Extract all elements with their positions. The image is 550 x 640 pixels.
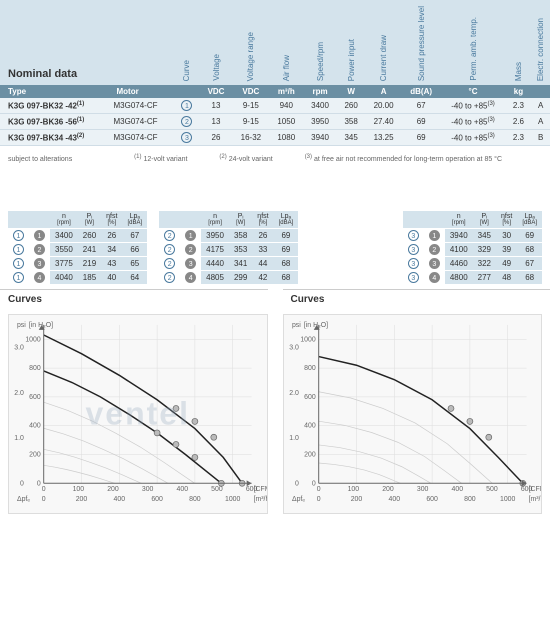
nominal-data-table: Nominal data Curve Voltage Voltage range… <box>0 0 550 146</box>
svg-text:200: 200 <box>382 487 394 494</box>
perf-row: 2344403414468 <box>159 257 298 271</box>
svg-text:psi: psi <box>17 322 26 329</box>
perf-table-3: n[rpm]Pᵢ[W]ηfst[%]Lpₐ[dBA]31394034530693… <box>403 211 542 284</box>
curves-title-1: Curves <box>0 289 268 309</box>
col-sound: Sound pressure level <box>402 0 441 85</box>
curves-title-2: Curves <box>283 289 550 309</box>
svg-text:200: 200 <box>76 496 88 503</box>
svg-text:0: 0 <box>295 481 299 488</box>
svg-text:2.0: 2.0 <box>289 390 299 397</box>
svg-text:200: 200 <box>304 452 316 459</box>
table-row: K3G 097-BK36 -56(1) M3G074-CF 2 139-1510… <box>0 114 550 130</box>
curves-header-row: Curves Curves <box>0 289 550 309</box>
svg-text:Δpfₑ: Δpfₑ <box>291 496 304 503</box>
svg-text:3.0: 3.0 <box>289 345 299 352</box>
perf-row: 1440401854064 <box>8 271 147 285</box>
svg-text:100: 100 <box>73 487 85 494</box>
nominal-header: Nominal data <box>0 0 174 85</box>
perf-table-1: n[rpm]Pᵢ[W]ηfst[%]Lpₐ[dBA]11340026026671… <box>8 211 147 284</box>
footnotes: subject to alterations (1)12-volt varian… <box>0 151 550 166</box>
perf-row: 2241753533369 <box>159 243 298 257</box>
svg-text:[CFM]: [CFM] <box>254 487 267 494</box>
svg-text:800: 800 <box>189 496 201 503</box>
svg-text:600: 600 <box>151 496 163 503</box>
svg-text:400: 400 <box>114 496 126 503</box>
col-power: Power input <box>337 0 365 85</box>
col-conn: Electr. connection <box>531 0 550 85</box>
col-speed: Speed/rpm <box>303 0 337 85</box>
svg-text:800: 800 <box>464 496 476 503</box>
svg-text:100: 100 <box>347 487 359 494</box>
svg-text:600: 600 <box>304 394 316 401</box>
svg-text:[m³/h]: [m³/h] <box>528 496 541 503</box>
perf-row: 3139403453069 <box>403 229 542 243</box>
unit-row: Type Motor VDC VDC m³/h rpm W A dB(A) °C… <box>0 85 550 98</box>
svg-text:600: 600 <box>29 394 41 401</box>
perf-row: 3344603224967 <box>403 257 542 271</box>
svg-text:0: 0 <box>20 481 24 488</box>
col-mass: Mass <box>506 0 532 85</box>
svg-text:500: 500 <box>486 487 498 494</box>
svg-text:600: 600 <box>426 496 438 503</box>
motor-header: Motor <box>109 85 175 98</box>
svg-text:1000: 1000 <box>300 337 316 344</box>
svg-text:400: 400 <box>177 487 189 494</box>
perf-row: 3241003293968 <box>403 243 542 257</box>
footnote-subject: subject to alterations <box>8 156 72 163</box>
svg-text:[m³/h]: [m³/h] <box>254 496 267 503</box>
svg-text:500: 500 <box>211 487 223 494</box>
perf-table-2: n[rpm]Pᵢ[W]ηfst[%]Lpₐ[dBA]21395035826692… <box>159 211 298 284</box>
perf-row: 1235502413466 <box>8 243 147 257</box>
table-row: K3G 097-BK32 -42(1) M3G074-CF 1 139-1594… <box>0 98 550 114</box>
perf-row: 2448052994268 <box>159 271 298 285</box>
svg-text:200: 200 <box>29 452 41 459</box>
svg-text:1000: 1000 <box>499 496 515 503</box>
perf-row: 1134002602667 <box>8 229 147 243</box>
col-temp: Perm. amb. temp. <box>440 0 505 85</box>
svg-text:2.0: 2.0 <box>14 390 24 397</box>
svg-text:0: 0 <box>42 496 46 503</box>
perf-row: 1337752194365 <box>8 257 147 271</box>
svg-text:300: 300 <box>416 487 428 494</box>
svg-text:1.0: 1.0 <box>14 435 24 442</box>
svg-text:200: 200 <box>350 496 362 503</box>
svg-text:0: 0 <box>42 487 46 494</box>
svg-text:psi: psi <box>291 322 300 329</box>
table-row: K3G 097-BK34 -43(2) M3G074-CF 3 2616-321… <box>0 130 550 146</box>
svg-text:[CFM]: [CFM] <box>528 487 541 494</box>
perf-row: 3448002774868 <box>403 271 542 285</box>
svg-text:400: 400 <box>388 496 400 503</box>
svg-text:0: 0 <box>316 496 320 503</box>
svg-text:800: 800 <box>29 365 41 372</box>
svg-text:0: 0 <box>37 481 41 488</box>
svg-text:400: 400 <box>29 423 41 430</box>
svg-text:300: 300 <box>142 487 154 494</box>
svg-text:Δpfₑ: Δpfₑ <box>17 496 30 503</box>
col-current: Current draw <box>365 0 402 85</box>
chart-1: 0200400600800100001.02.03.00200400600800… <box>8 314 268 514</box>
col-airflow: Air flow <box>269 0 303 85</box>
svg-text:1000: 1000 <box>25 337 41 344</box>
svg-text:0: 0 <box>311 481 315 488</box>
svg-text:1000: 1000 <box>225 496 241 503</box>
svg-text:0: 0 <box>316 487 320 494</box>
svg-text:800: 800 <box>304 365 316 372</box>
svg-text:400: 400 <box>304 423 316 430</box>
charts-row: 0200400600800100001.02.03.00200400600800… <box>0 309 550 519</box>
col-curve: Curve <box>174 0 200 85</box>
svg-text:3.0: 3.0 <box>14 345 24 352</box>
col-voltage-range: Voltage range <box>232 0 269 85</box>
col-voltage: Voltage <box>200 0 233 85</box>
perf-row: 2139503582669 <box>159 229 298 243</box>
performance-tables: n[rpm]Pᵢ[W]ηfst[%]Lpₐ[dBA]11340026026671… <box>0 211 550 284</box>
type-header: Type <box>0 85 109 98</box>
svg-text:1.0: 1.0 <box>289 435 299 442</box>
svg-text:200: 200 <box>107 487 119 494</box>
chart-2: 0200400600800100001.02.03.00200400600800… <box>283 314 543 514</box>
svg-text:400: 400 <box>451 487 463 494</box>
